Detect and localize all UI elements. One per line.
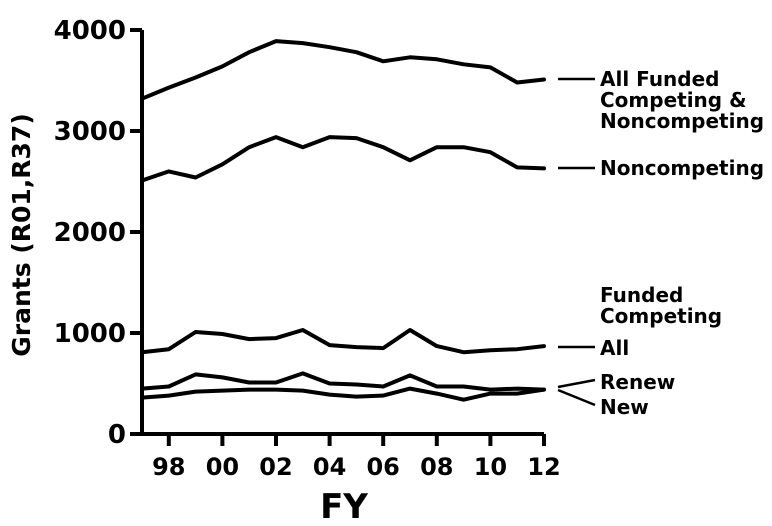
x-tick-label: 08	[420, 453, 453, 481]
y-tick-label: 2000	[54, 218, 126, 248]
series-label-new: New	[600, 395, 649, 419]
series-line-all	[140, 328, 546, 355]
y-axis-title: Grants (R01,R37)	[7, 113, 36, 356]
x-axis-title: FY	[320, 487, 368, 526]
series-label-noncompeting: Noncompeting	[600, 156, 764, 180]
x-tick-label: 12	[527, 453, 560, 481]
series-label-line: Competing &	[600, 88, 747, 112]
axes: 0 1000 2000 3000 4000 98 00 02 04 06 08 10 12	[54, 16, 561, 481]
series-label-line: Noncompeting	[600, 156, 764, 180]
series-label-line: All	[600, 336, 629, 360]
series-label-all-funded-competing-noncompeting: All Funded Competing & Noncompeting	[600, 67, 764, 133]
series-line-all-funded-competing-noncompeting	[140, 39, 546, 101]
x-tick-label: 10	[474, 453, 507, 481]
series-line-new	[140, 386, 546, 402]
series-label-line: New	[600, 395, 649, 419]
series-line-renew	[140, 371, 546, 392]
series-label-line: Noncompeting	[600, 109, 764, 133]
series-line-noncompeting	[140, 135, 546, 183]
series-label-all: All	[600, 336, 629, 360]
group-label-line: Competing	[600, 304, 722, 328]
y-tick-label: 4000	[54, 16, 126, 46]
group-label-line: Funded	[600, 283, 683, 307]
series-labels: All Funded Competing & NoncompetingNoncomp…	[557, 67, 764, 419]
series-lines	[140, 39, 546, 402]
y-tick-label: 0	[108, 420, 126, 450]
leader-line-renew	[557, 378, 596, 389]
y-tick-label: 1000	[54, 319, 126, 349]
x-tick-label: 00	[206, 453, 239, 481]
x-tick-label: 98	[152, 453, 185, 481]
y-tick-label: 3000	[54, 117, 126, 147]
x-tick-label: 04	[313, 453, 346, 481]
series-label-line: All Funded	[600, 67, 720, 91]
group-label-funded-competing: Funded Competing	[600, 283, 722, 328]
series-label-renew: Renew	[600, 370, 675, 394]
series-label-line: Renew	[600, 370, 675, 394]
leader-line-new	[557, 388, 596, 407]
x-tick-label: 02	[259, 453, 292, 481]
x-tick-label: 06	[366, 453, 399, 481]
